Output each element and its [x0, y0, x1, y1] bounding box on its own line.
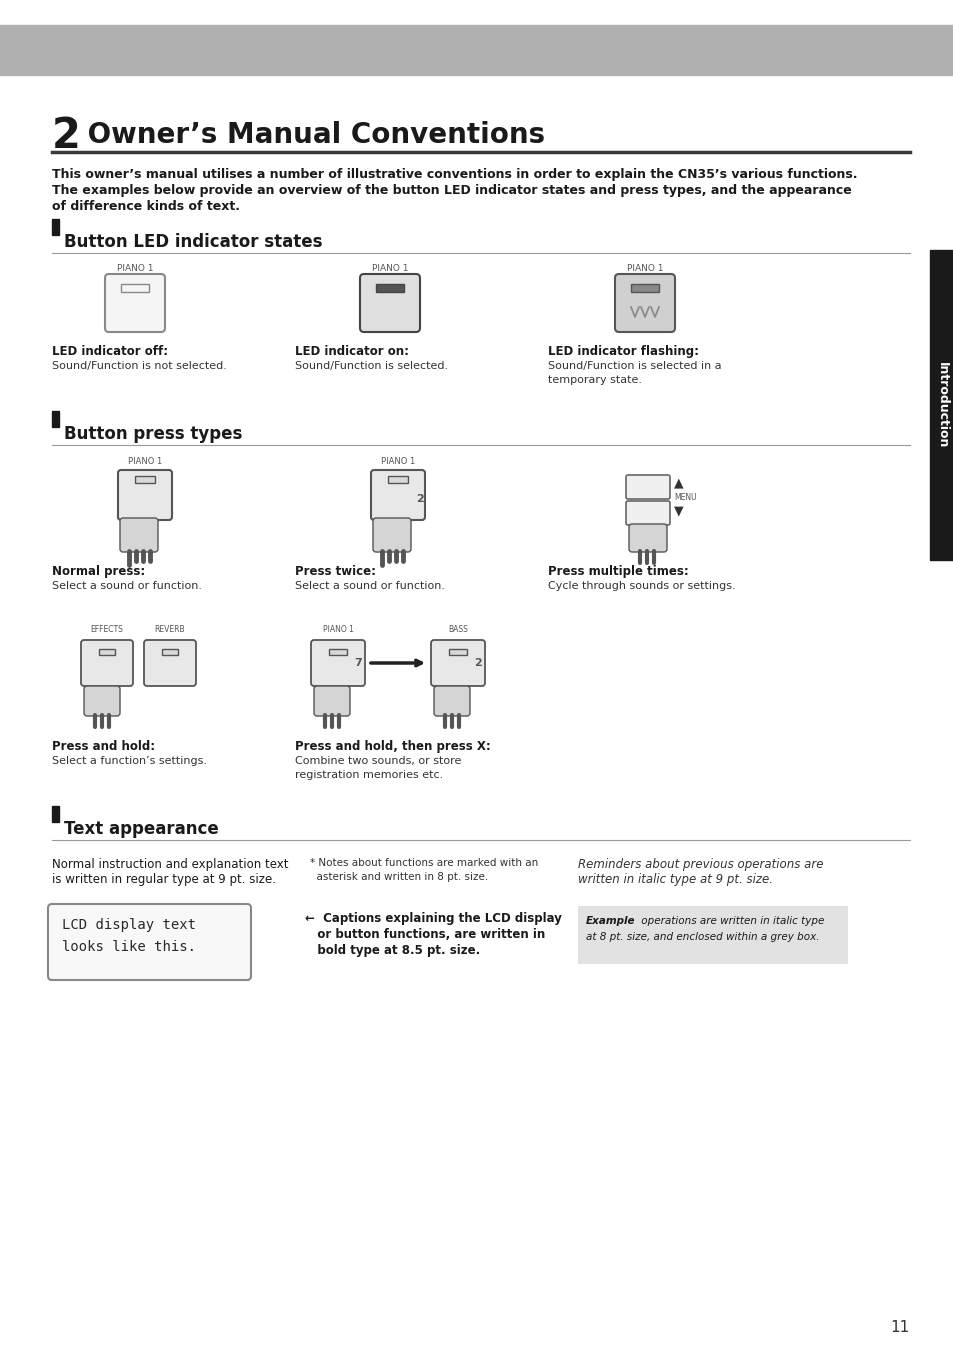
Text: ▼: ▼ [673, 505, 683, 517]
FancyBboxPatch shape [625, 501, 669, 525]
FancyBboxPatch shape [84, 686, 120, 716]
Bar [578, 906, 847, 964]
Bar [929, 250, 953, 560]
Text: Button press types: Button press types [64, 425, 242, 443]
Text: ←  Captions explaining the LCD display: ← Captions explaining the LCD display [305, 913, 561, 925]
Text: written in italic type at 9 pt. size.: written in italic type at 9 pt. size. [578, 873, 772, 886]
FancyBboxPatch shape [625, 475, 669, 500]
Text: PIANO 1: PIANO 1 [128, 458, 162, 466]
Text: Reminders about previous operations are: Reminders about previous operations are [578, 859, 822, 871]
Text: operations are written in italic type: operations are written in italic type [638, 917, 823, 926]
FancyBboxPatch shape [434, 686, 470, 716]
Text: Select a sound or function.: Select a sound or function. [52, 580, 202, 591]
Text: bold type at 8.5 pt. size.: bold type at 8.5 pt. size. [305, 944, 479, 957]
Bar [0, 26, 953, 76]
FancyBboxPatch shape [144, 640, 195, 686]
Text: MENU: MENU [673, 493, 696, 501]
Text: This owner’s manual utilises a number of illustrative conventions in order to ex: This owner’s manual utilises a number of… [52, 167, 857, 181]
Text: EFFECTS: EFFECTS [91, 625, 123, 634]
Text: Sound/Function is selected in a: Sound/Function is selected in a [547, 360, 720, 371]
Bar [388, 477, 408, 483]
Text: or button functions, are written in: or button functions, are written in [305, 927, 545, 941]
Text: 2: 2 [474, 657, 481, 668]
Text: REVERB: REVERB [154, 625, 185, 634]
Text: Select a sound or function.: Select a sound or function. [294, 580, 444, 591]
Text: Text appearance: Text appearance [64, 819, 218, 838]
FancyBboxPatch shape [373, 518, 411, 552]
Text: Introduction: Introduction [935, 362, 947, 448]
Text: LED indicator flashing:: LED indicator flashing: [547, 346, 699, 358]
Text: Press twice:: Press twice: [294, 566, 375, 578]
Bar [52, 806, 59, 822]
FancyBboxPatch shape [371, 470, 424, 520]
Text: PIANO 1: PIANO 1 [380, 458, 415, 466]
Bar [121, 284, 149, 292]
Text: Normal press:: Normal press: [52, 566, 145, 578]
FancyBboxPatch shape [81, 640, 132, 686]
Bar [135, 477, 154, 483]
Text: * Notes about functions are marked with an: * Notes about functions are marked with … [310, 859, 537, 868]
Text: BASS: BASS [448, 625, 468, 634]
Text: Sound/Function is selected.: Sound/Function is selected. [294, 360, 448, 371]
Text: Combine two sounds, or store: Combine two sounds, or store [294, 756, 461, 765]
Text: LCD display text
looks like this.: LCD display text looks like this. [62, 918, 195, 953]
Text: Press and hold:: Press and hold: [52, 740, 155, 753]
Text: Sound/Function is not selected.: Sound/Function is not selected. [52, 360, 227, 371]
Text: Press multiple times:: Press multiple times: [547, 566, 688, 578]
Text: PIANO 1: PIANO 1 [322, 625, 353, 634]
FancyBboxPatch shape [118, 470, 172, 520]
FancyBboxPatch shape [628, 524, 666, 552]
Text: PIANO 1: PIANO 1 [626, 265, 662, 273]
Text: LED indicator on:: LED indicator on: [294, 346, 409, 358]
Text: asterisk and written in 8 pt. size.: asterisk and written in 8 pt. size. [310, 872, 488, 882]
Text: Cycle through sounds or settings.: Cycle through sounds or settings. [547, 580, 735, 591]
FancyBboxPatch shape [314, 686, 350, 716]
Text: 2: 2 [416, 494, 423, 504]
FancyBboxPatch shape [105, 274, 165, 332]
Bar [449, 649, 467, 655]
Text: PIANO 1: PIANO 1 [116, 265, 153, 273]
Text: temporary state.: temporary state. [547, 375, 641, 385]
Text: Example: Example [585, 917, 635, 926]
Text: LED indicator off:: LED indicator off: [52, 346, 168, 358]
Text: 11: 11 [890, 1320, 909, 1335]
Bar [375, 284, 403, 292]
FancyBboxPatch shape [48, 904, 251, 980]
Bar [99, 649, 115, 655]
Text: registration memories etc.: registration memories etc. [294, 769, 443, 780]
Text: PIANO 1: PIANO 1 [372, 265, 408, 273]
FancyBboxPatch shape [615, 274, 675, 332]
Bar [162, 649, 178, 655]
Text: Press and hold, then press X:: Press and hold, then press X: [294, 740, 490, 753]
Text: ▲: ▲ [673, 477, 683, 490]
Bar [329, 649, 347, 655]
FancyBboxPatch shape [359, 274, 419, 332]
Text: Owner’s Manual Conventions: Owner’s Manual Conventions [78, 122, 544, 148]
FancyBboxPatch shape [431, 640, 484, 686]
Text: The examples below provide an overview of the button LED indicator states and pr: The examples below provide an overview o… [52, 184, 851, 197]
Bar [630, 284, 659, 292]
FancyBboxPatch shape [311, 640, 365, 686]
Bar [52, 219, 59, 235]
Text: of difference kinds of text.: of difference kinds of text. [52, 200, 240, 213]
Text: is written in regular type at 9 pt. size.: is written in regular type at 9 pt. size… [52, 873, 275, 886]
Text: Button LED indicator states: Button LED indicator states [64, 234, 322, 251]
Text: at 8 pt. size, and enclosed within a grey box.: at 8 pt. size, and enclosed within a gre… [585, 931, 819, 942]
Bar [52, 410, 59, 427]
Text: 2: 2 [52, 115, 81, 157]
Text: 7: 7 [354, 657, 361, 668]
Text: Normal instruction and explanation text: Normal instruction and explanation text [52, 859, 288, 871]
FancyBboxPatch shape [120, 518, 158, 552]
Text: Select a function’s settings.: Select a function’s settings. [52, 756, 207, 765]
